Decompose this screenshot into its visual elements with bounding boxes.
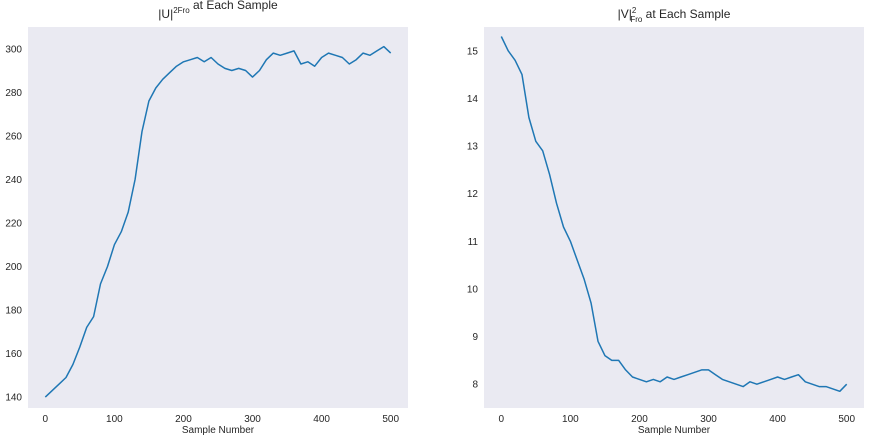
y-tick-label: 200 xyxy=(5,262,22,273)
y-tick-label: 8 xyxy=(472,380,478,391)
y-tick-label: 14 xyxy=(467,94,479,105)
x-tick-labels-right: 0 100 200 300 400 500 xyxy=(498,414,855,425)
y-tick-label: 240 xyxy=(5,175,22,186)
y-tick-label: 180 xyxy=(5,306,22,317)
y-tick-label: 11 xyxy=(468,237,479,248)
y-tick-label: 10 xyxy=(467,284,479,295)
y-tick-labels-right: 8 9 10 11 12 13 14 15 xyxy=(467,46,479,390)
x-tick-label: 0 xyxy=(498,414,504,425)
y-tick-label: 13 xyxy=(467,142,479,153)
x-tick-label: 100 xyxy=(562,414,579,425)
x-tick-label: 400 xyxy=(769,414,786,425)
series-line-right xyxy=(500,36,848,393)
y-tick-label: 260 xyxy=(5,131,22,142)
y-tick-label: 12 xyxy=(467,189,479,200)
x-tick-label: 0 xyxy=(42,414,48,425)
x-tick-label: 300 xyxy=(244,414,261,425)
y-tick-label: 140 xyxy=(5,393,22,404)
y-tick-label: 160 xyxy=(5,349,22,360)
y-tick-labels-left: 140 160 180 200 220 240 260 280 300 xyxy=(5,44,22,403)
y-tick-label: 220 xyxy=(5,218,22,229)
y-tick-label: 15 xyxy=(467,46,479,57)
y-tick-label: 280 xyxy=(5,88,22,99)
x-axis-label-right: Sample Number xyxy=(638,425,711,436)
x-tick-label: 500 xyxy=(838,414,855,425)
y-tick-label: 300 xyxy=(5,44,22,55)
x-tick-label: 500 xyxy=(382,414,399,425)
x-tick-label: 100 xyxy=(106,414,123,425)
chart-v-frobenius: |V|2 Fro at Each Sample 8 9 10 11 12 13 14 15 0 1… xyxy=(467,6,864,436)
chart-title-right: |V|2 Fro at Each Sample xyxy=(618,6,731,24)
y-tick-label: 9 xyxy=(472,332,478,343)
plot-area-right xyxy=(484,27,864,408)
plot-area-left xyxy=(28,27,408,408)
x-tick-label: 200 xyxy=(175,414,192,425)
x-axis-label-left: Sample Number xyxy=(182,425,255,436)
x-tick-label: 200 xyxy=(631,414,648,425)
chart-u-frobenius: |U|2Fro at Each Sample 140 160 180 200 220 24… xyxy=(5,0,408,436)
x-tick-label: 400 xyxy=(313,414,330,425)
chart-title-left: |U|2Fro at Each Sample xyxy=(158,0,278,21)
x-tick-label: 300 xyxy=(700,414,717,425)
x-tick-labels-left: 0 100 200 300 400 500 xyxy=(42,414,399,425)
series-line-left xyxy=(44,45,392,398)
